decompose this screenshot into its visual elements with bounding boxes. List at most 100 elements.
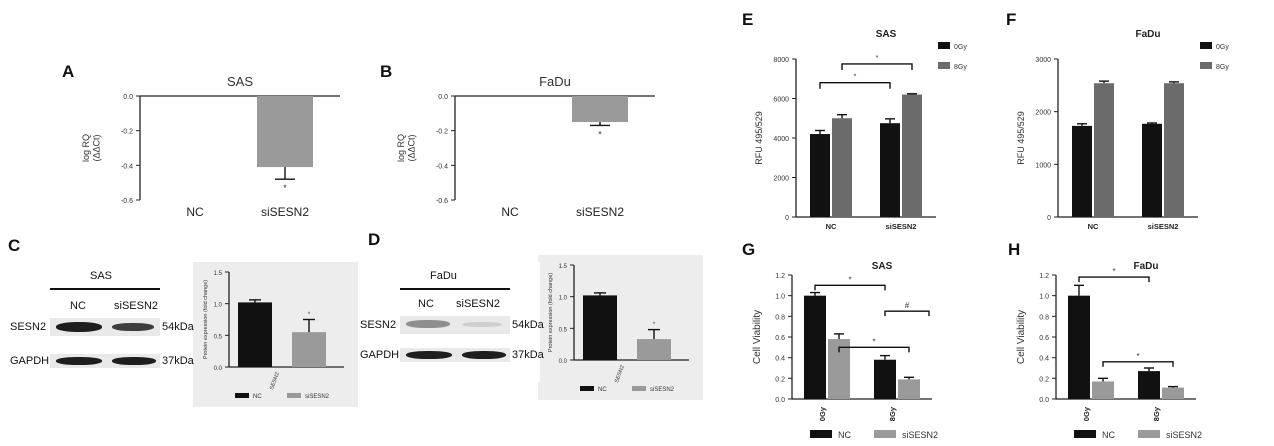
e-bar-sisesn2-8gy [902, 94, 922, 217]
panel-label-g: G [742, 240, 756, 259]
b-sig-star: * [598, 129, 602, 139]
blot-d-lane-nc: NC [418, 298, 434, 310]
h-bar-8gy-sisesn2 [1162, 387, 1184, 399]
h-bracket-8gy [1102, 361, 1174, 367]
g-bracket-0gy [814, 284, 886, 291]
f-ytick-label-0: 0 [1047, 215, 1051, 222]
blot-d-protein-sesn2: SESN2 [360, 319, 397, 331]
blot-c-protein-sesn2: SESN2 [10, 321, 47, 333]
g-bar-0gy-sisesn2 [828, 339, 850, 399]
g-ytick-label-5: 1.0 [775, 294, 785, 301]
f-ylabel-line-0: RFU 495/529 [1016, 111, 1026, 165]
h-title: FaDu [1134, 261, 1159, 272]
g-xtick-8gy: 8Gy [888, 406, 897, 421]
f-legend-swatch-8gy [1200, 62, 1212, 69]
b-ytick-label-1: -0.2 [436, 129, 448, 136]
panel-label-a: A [62, 62, 75, 81]
g-ytick-label-2: 0.4 [775, 356, 785, 363]
f-legend-label-8gy: 8Gy [1216, 64, 1229, 71]
c-ytick-label-2: 1.0 [214, 303, 223, 309]
b-xtick-sisesn2: siSESN2 [576, 205, 624, 219]
b-ylabel-line-0: log RQ [396, 134, 406, 162]
h-ylabel: Cell Viability [1016, 310, 1027, 364]
c-legend-swatch-nc [235, 393, 249, 398]
blot-d-kda-54: 54kDa [512, 319, 544, 331]
a-bar-sisesn2 [257, 96, 313, 168]
d-bar-nc [583, 295, 617, 360]
blot-c-sesn2-band-nc [56, 322, 102, 332]
g-ytick-label-4: 0.8 [775, 314, 785, 321]
c-ylabel: Protein expression (fold change) [203, 280, 209, 359]
g-bracket-8gy [838, 346, 910, 353]
g-legend-label-nc: NC [838, 430, 851, 440]
g-bar-8gy-nc [874, 359, 896, 399]
blot-c-gapdh-band-nc [56, 357, 102, 365]
g-legend-label-sisesn2: siSESN2 [902, 430, 938, 440]
a-xtick-sisesn2: siSESN2 [261, 205, 309, 219]
d-ytick-label-3: 1.5 [559, 264, 568, 270]
e-ytick-label-2: 4000 [773, 136, 789, 143]
e-legend-swatch-8gy [938, 62, 950, 69]
e-ylabel: RFU 495/529 [754, 111, 764, 165]
h-legend-swatch-nc [1074, 430, 1096, 438]
h-legend-label-sisesn2: siSESN2 [1166, 430, 1202, 440]
b-title: FaDu [539, 74, 571, 89]
a-ytick-label-1: -0.2 [121, 129, 133, 136]
chart-b-fadu-log-rq: FaDu 0.0 -0.2 -0.4 -0.6 log RQ(ΔΔCt) NC siSESN2… [396, 74, 655, 219]
blot-c-gapdh-band-si [112, 357, 156, 365]
blot-d-header-line [400, 288, 510, 290]
a-sig-star: * [283, 183, 287, 193]
e-legend-label-8gy: 8Gy [954, 64, 967, 71]
blot-d-gapdh-band-nc [406, 351, 452, 359]
e-bar-sisesn2-0gy [880, 123, 900, 217]
g-bar-0gy-nc [804, 295, 826, 399]
c-plot-bg [193, 262, 358, 407]
f-xtick-sisesn2: siSESN2 [1148, 222, 1179, 231]
g-ytick-label-6: 1.2 [775, 273, 785, 280]
a-xtick-nc: NC [186, 205, 204, 219]
h-xtick-8gy: 8Gy [1152, 406, 1161, 421]
f-bar-nc-0gy [1072, 125, 1092, 217]
e-ytick-label-1: 2000 [773, 176, 789, 183]
d-ylabel-line-0: Protein expression (fold change) [548, 273, 554, 352]
h-legend-label-nc: NC [1102, 430, 1115, 440]
c-legend-label-sisesn2: siSESN2 [305, 394, 330, 400]
blot-c-sesn2-band-si [112, 323, 154, 331]
h-bar-0gy-sisesn2 [1092, 381, 1114, 399]
e-xtick-sisesn2: siSESN2 [886, 222, 917, 231]
blot-c-cell-label: SAS [90, 270, 113, 282]
b-xtick-nc: NC [501, 205, 519, 219]
c-legend-label-nc: NC [253, 394, 262, 400]
f-ytick-label-2: 2000 [1035, 110, 1051, 117]
f-title: FaDu [1136, 29, 1161, 40]
h-bracket-8gy-label: * [1136, 352, 1139, 361]
c-xtick-sesn2: SESN2 [269, 372, 281, 391]
panel-label-h: H [1008, 240, 1021, 259]
g-ytick-label-0: 0.0 [775, 397, 785, 404]
c-ytick-label-0: 0.0 [214, 366, 223, 372]
e-ytick-label-4: 8000 [773, 57, 789, 64]
h-ytick-label-6: 1.2 [1039, 273, 1049, 280]
d-sig-star: * [653, 322, 656, 329]
d-ytick-label-2: 1.0 [559, 296, 568, 302]
h-bracket-0gy-label: * [1112, 267, 1115, 276]
blot-c-sesn2-strip [50, 318, 160, 336]
g-xtick-0gy: 0Gy [818, 406, 827, 421]
e-sig-star-8gy: * [876, 55, 879, 62]
blot-d-sesn2-band-nc [406, 320, 450, 328]
blot-c-lane-nc: NC [70, 300, 86, 312]
g-ytick-label-1: 0.2 [775, 376, 785, 383]
h-ytick-label-5: 1.0 [1039, 294, 1049, 301]
d-legend-label-nc: NC [598, 387, 607, 393]
h-bar-0gy-nc [1068, 295, 1090, 399]
blot-c-gapdh-strip [50, 354, 160, 368]
a-ytick-label-0: 0.0 [123, 94, 133, 101]
d-ylabel: Protein expression (fold change) [548, 273, 554, 352]
d-ytick-label-1: 0.5 [559, 327, 568, 333]
d-legend-label-sisesn2: siSESN2 [650, 387, 675, 393]
b-ylabel: log RQ(ΔΔCt) [396, 134, 416, 162]
e-bracket-0gy [819, 82, 891, 89]
h-ytick-label-4: 0.8 [1039, 314, 1049, 321]
c-sig-star: * [308, 312, 311, 319]
blot-c-kda-37: 37kDa [162, 355, 194, 367]
